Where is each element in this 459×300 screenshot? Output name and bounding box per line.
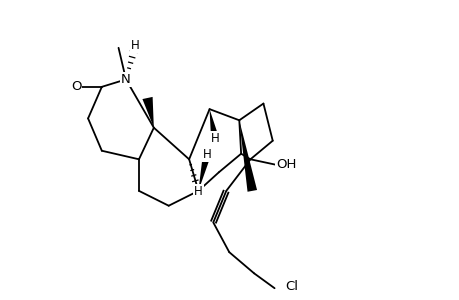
Text: H: H bbox=[131, 40, 140, 52]
Polygon shape bbox=[198, 154, 211, 191]
Text: H: H bbox=[210, 132, 219, 146]
Polygon shape bbox=[142, 97, 153, 128]
Text: O: O bbox=[71, 80, 81, 93]
Text: OH: OH bbox=[276, 158, 296, 171]
Text: H: H bbox=[202, 148, 211, 161]
Text: Cl: Cl bbox=[285, 280, 297, 293]
Text: N: N bbox=[121, 73, 130, 86]
Polygon shape bbox=[209, 109, 218, 140]
Text: H: H bbox=[194, 185, 202, 198]
Polygon shape bbox=[239, 120, 257, 192]
